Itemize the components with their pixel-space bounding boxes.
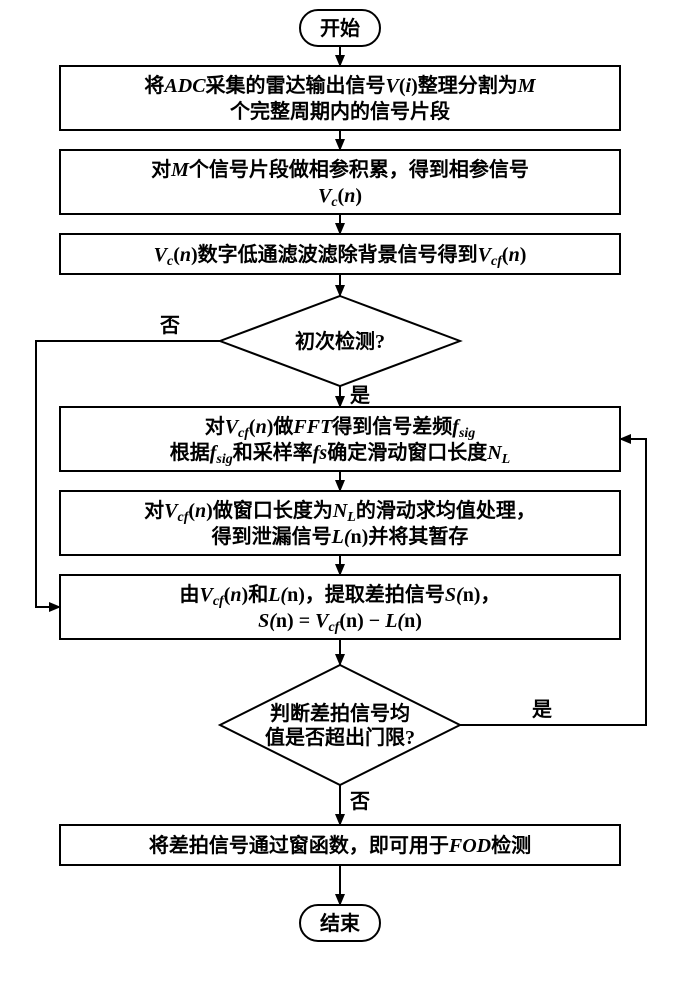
svg-text:否: 否 [349,791,370,813]
svg-text:S(n) = Vcf(n) − L(n): S(n) = Vcf(n) − L(n) [258,610,422,635]
svg-text:Vc(n): Vc(n) [318,185,362,210]
svg-text:结束: 结束 [320,911,361,935]
svg-text:得到泄漏信号L(n)并将其暂存: 得到泄漏信号L(n)并将其暂存 [211,524,469,548]
svg-text:Vc(n)数字低通滤波滤除背景信号得到Vcf(n): Vc(n)数字低通滤波滤除背景信号得到Vcf(n) [154,242,527,269]
svg-text:初次检测?: 初次检测? [295,329,385,353]
svg-text:开始: 开始 [320,16,360,40]
svg-text:将差拍信号通过窗函数，即可用于FOD检测: 将差拍信号通过窗函数，即可用于FOD检测 [149,833,531,857]
svg-text:对Vcf(n)做窗口长度为NL的滑动求均值处理，: 对Vcf(n)做窗口长度为NL的滑动求均值处理， [144,498,536,525]
svg-text:对Vcf(n)做FFT得到信号差频fsig: 对Vcf(n)做FFT得到信号差频fsig [205,414,476,441]
svg-text:将ADC采集的雷达输出信号V(i)整理分割为M: 将ADC采集的雷达输出信号V(i)整理分割为M [144,73,536,97]
svg-text:是: 是 [349,384,370,407]
svg-text:个完整周期内的信号片段: 个完整周期内的信号片段 [229,99,450,123]
svg-text:是: 是 [531,698,552,721]
svg-text:根据fsig和采样率fs确定滑动窗口长度NL: 根据fsig和采样率fs确定滑动窗口长度NL [170,440,510,467]
svg-text:对M个信号片段做相参积累，得到相参信号: 对M个信号片段做相参积累，得到相参信号 [151,157,529,181]
svg-text:值是否超出门限?: 值是否超出门限? [265,725,415,749]
svg-text:由Vcf(n)和L(n)，提取差拍信号S(n)，: 由Vcf(n)和L(n)，提取差拍信号S(n)， [180,582,501,609]
svg-text:否: 否 [159,315,180,337]
svg-text:判断差拍信号均: 判断差拍信号均 [270,701,410,725]
